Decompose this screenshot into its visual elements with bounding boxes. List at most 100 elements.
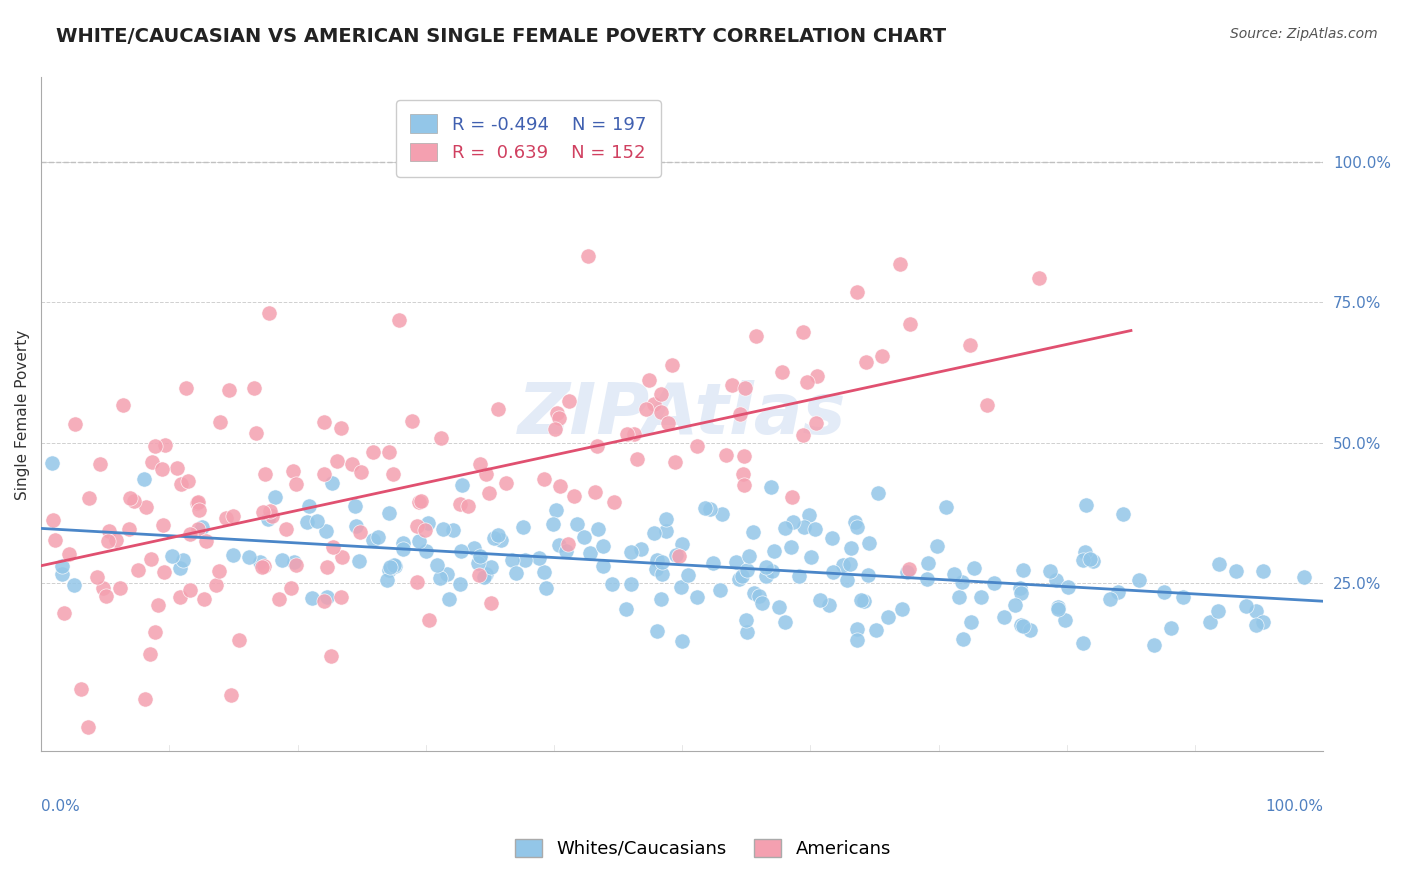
Point (671, 633, 693, 648)
Point (651, 566, 673, 581)
Point (671, 580, 693, 594)
Point (804, 522, 827, 536)
Point (457, 499, 479, 513)
Point (481, 559, 503, 574)
Point (187, 523, 209, 537)
Point (898, 318, 921, 332)
Point (488, 527, 510, 541)
Point (436, 567, 458, 582)
Point (1078, 552, 1101, 566)
Point (426, 558, 449, 572)
Text: 0.0%: 0.0% (41, 798, 80, 814)
Point (319, 648, 342, 663)
Point (322, 540, 344, 554)
Point (449, 497, 471, 511)
Point (314, 594, 336, 608)
Point (270, 553, 292, 567)
Point (1251, 564, 1274, 578)
Point (533, 565, 555, 579)
Point (450, 543, 472, 558)
Text: ZIPAtlas: ZIPAtlas (517, 380, 846, 449)
Point (548, 538, 571, 552)
Point (770, 365, 793, 379)
Point (343, 499, 366, 513)
Point (349, 553, 371, 567)
Point (329, 421, 352, 435)
Point (586, 522, 609, 536)
Point (578, 546, 600, 560)
Point (800, 550, 823, 565)
Point (855, 355, 877, 369)
Text: WHITE/CAUCASIAN VS AMERICAN SINGLE FEMALE POVERTY CORRELATION CHART: WHITE/CAUCASIAN VS AMERICAN SINGLE FEMAL… (56, 27, 946, 45)
Point (284, 477, 307, 491)
Point (97, 524, 120, 538)
Point (285, 558, 308, 573)
Point (917, 556, 939, 570)
Text: Source: ZipAtlas.com: Source: ZipAtlas.com (1230, 27, 1378, 41)
Point (831, 558, 853, 572)
Point (51, 559, 73, 574)
Point (983, 576, 1005, 591)
Point (513, 552, 536, 566)
Point (603, 495, 626, 509)
Point (111, 398, 134, 412)
Point (1236, 599, 1258, 613)
Point (1045, 573, 1067, 587)
Point (762, 543, 785, 558)
Point (89, 457, 111, 471)
Point (162, 549, 184, 564)
Point (86, 570, 108, 584)
Point (169, 590, 191, 604)
Point (344, 518, 367, 533)
Point (174, 381, 197, 395)
Point (699, 502, 721, 516)
Point (382, 558, 405, 572)
Point (312, 415, 335, 429)
Point (153, 438, 176, 452)
Point (194, 534, 217, 549)
Point (405, 574, 427, 589)
Point (104, 533, 127, 547)
Point (671, 537, 693, 551)
Point (257, 512, 280, 526)
Point (1225, 564, 1247, 578)
Point (650, 405, 672, 419)
Point (177, 474, 200, 488)
Point (768, 600, 790, 615)
Point (1012, 563, 1035, 577)
Point (1018, 623, 1040, 637)
Point (897, 562, 920, 576)
Point (489, 533, 512, 548)
Point (734, 381, 756, 395)
Point (63, 417, 86, 431)
Point (976, 398, 998, 412)
Point (1098, 591, 1121, 606)
Point (845, 520, 868, 534)
Point (108, 582, 131, 596)
Point (416, 516, 439, 531)
Point (759, 480, 782, 494)
Point (329, 590, 352, 604)
Point (1128, 573, 1150, 587)
Point (870, 349, 893, 363)
Point (350, 465, 373, 479)
Point (676, 568, 699, 582)
Point (592, 558, 614, 573)
Point (94, 589, 117, 603)
Point (253, 559, 276, 574)
Point (555, 544, 578, 558)
Point (808, 593, 831, 607)
Point (305, 514, 328, 528)
Point (1071, 636, 1094, 650)
Point (748, 589, 770, 603)
Point (418, 613, 440, 627)
Point (77, 491, 100, 506)
Point (548, 411, 571, 425)
Point (1081, 554, 1104, 568)
Point (375, 573, 398, 587)
Point (361, 533, 384, 547)
Point (804, 417, 827, 431)
Point (845, 623, 868, 637)
Point (993, 610, 1015, 624)
Point (267, 591, 290, 606)
